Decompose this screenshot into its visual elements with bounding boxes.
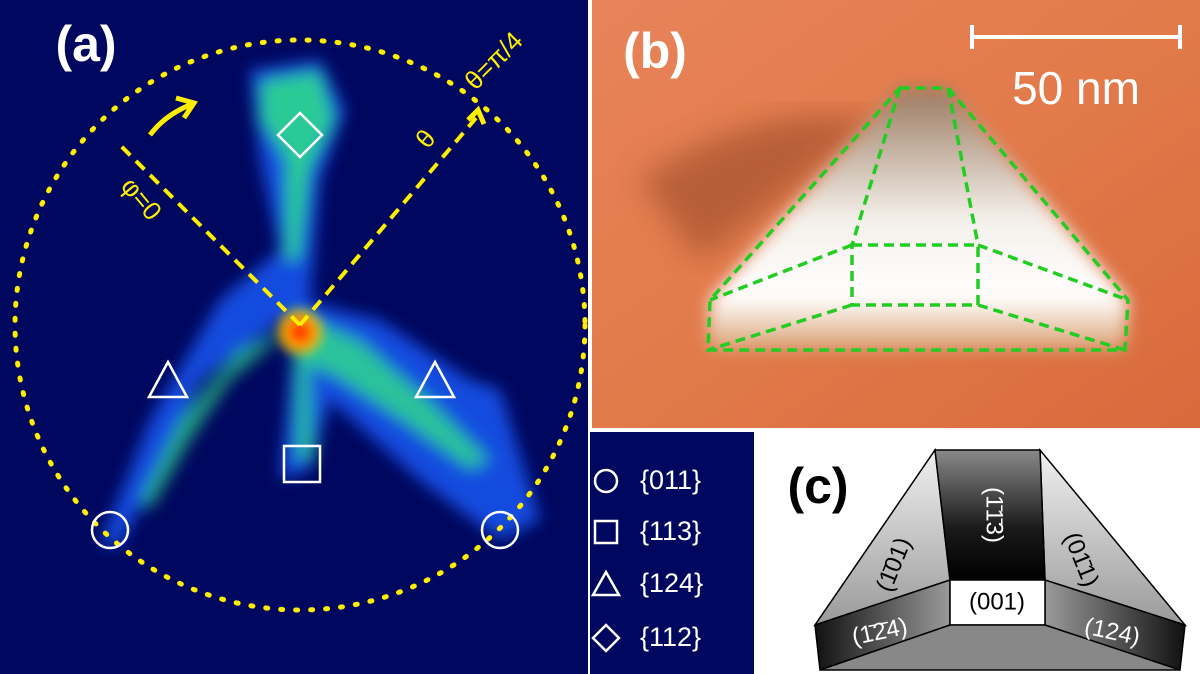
facet-base (819, 624, 1181, 671)
legend-triangle (590, 569, 622, 597)
legend: {011} {113} {124} {112} (590, 432, 754, 674)
legend-square (593, 519, 619, 545)
legend-diamond (591, 623, 621, 653)
circle-marker (480, 510, 520, 550)
circle-marker (90, 510, 130, 550)
phi-arrowhead (175, 95, 198, 120)
legend-label: {112} (640, 622, 701, 652)
wireframe (706, 86, 1130, 352)
square-marker (282, 444, 322, 484)
panel-label: (a) (55, 16, 116, 72)
diamond-marker (276, 111, 324, 159)
facet-label: (1̄1̄3) (981, 487, 1008, 543)
facet-center (949, 579, 1046, 626)
panel-b: (b) 50 nm (592, 0, 1200, 428)
circle-boundary (12, 37, 588, 613)
phi-arrow (148, 102, 191, 137)
scale-label: 50 nm (1012, 62, 1140, 114)
panel-label: (c) (787, 458, 848, 514)
facet-label: (001) (969, 588, 1025, 615)
pyramid (708, 88, 1128, 350)
triangle-marker (146, 359, 190, 399)
theta-arrowhead (466, 105, 487, 125)
panel-a: (a) θ=π/4 θ φ=0 (0, 0, 588, 674)
intensity-map (100, 60, 540, 545)
theta-line (298, 116, 478, 327)
shadow (640, 116, 880, 260)
legend-circle (593, 468, 619, 494)
legend-label: {113} (640, 516, 701, 546)
hot-spot (272, 304, 328, 360)
triangle-marker (413, 359, 457, 399)
legend-label: {011} (640, 465, 701, 495)
panel-c (813, 447, 1188, 672)
panel-label: (b) (623, 23, 687, 79)
phi-line (118, 143, 302, 327)
legend-bg (590, 432, 754, 674)
facet-markers (90, 111, 520, 550)
legend-label: {124} (640, 568, 703, 598)
